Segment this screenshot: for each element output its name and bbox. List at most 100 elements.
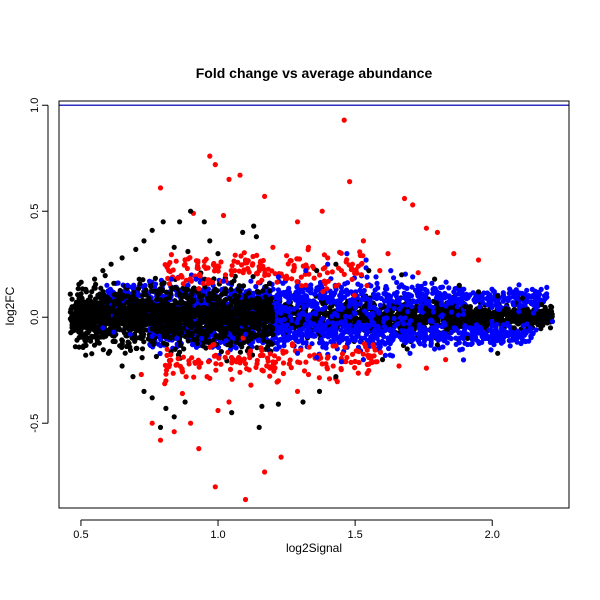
cloud-point xyxy=(357,301,363,307)
cloud-point xyxy=(331,335,337,341)
cloud-point xyxy=(283,327,289,333)
cloud-point xyxy=(84,325,90,331)
cloud-point xyxy=(304,316,310,322)
cloud-point xyxy=(315,323,321,329)
cloud-point xyxy=(419,309,425,315)
cloud-point xyxy=(169,286,175,292)
cloud-point xyxy=(422,342,428,348)
cloud-point xyxy=(520,315,526,321)
cloud-point xyxy=(284,322,290,328)
cloud-point xyxy=(307,289,313,295)
cloud-point xyxy=(336,339,342,345)
cloud-point xyxy=(185,332,191,338)
cloud-point xyxy=(339,332,345,338)
cloud-point xyxy=(298,297,304,303)
cloud-point xyxy=(435,318,441,324)
cloud-point xyxy=(338,296,344,302)
cloud-point xyxy=(194,324,200,330)
cloud-point xyxy=(462,325,468,332)
cloud-point xyxy=(92,328,99,334)
cloud-point xyxy=(133,327,140,334)
cloud-point xyxy=(315,306,321,312)
cloud-point xyxy=(148,288,155,294)
cloud-point xyxy=(175,352,181,358)
cloud-point xyxy=(422,280,428,286)
cloud-point xyxy=(479,339,485,345)
cloud-point xyxy=(267,281,273,287)
cloud-point xyxy=(268,297,274,304)
cloud-point xyxy=(289,317,295,323)
cloud-point xyxy=(392,323,398,329)
cloud-point xyxy=(280,280,286,286)
cloud-point xyxy=(454,304,460,310)
cloud-point xyxy=(464,341,471,348)
cloud-point xyxy=(405,309,411,315)
cloud-point xyxy=(195,309,201,315)
cloud-point xyxy=(172,346,178,352)
cloud-point xyxy=(406,313,412,319)
cloud-point xyxy=(254,345,260,351)
cloud-point xyxy=(460,311,466,317)
cloud-point xyxy=(364,274,370,280)
cloud-point xyxy=(392,299,398,305)
cloud-point xyxy=(152,275,158,281)
cloud-point xyxy=(447,319,453,325)
cloud-point xyxy=(506,296,512,302)
cloud-point xyxy=(377,340,383,346)
cloud-point xyxy=(116,319,122,325)
cloud-point xyxy=(222,318,228,324)
cloud-point xyxy=(387,341,393,347)
cloud-point xyxy=(510,291,516,297)
cloud-point xyxy=(439,324,445,330)
cloud-point xyxy=(538,286,544,292)
cloud-point xyxy=(335,306,341,312)
cloud-point xyxy=(466,310,472,317)
cloud-point xyxy=(486,298,492,305)
cloud-point xyxy=(484,316,490,322)
points-layer xyxy=(67,117,556,503)
cloud-point xyxy=(443,279,449,285)
cloud-point xyxy=(183,303,190,309)
cloud-point xyxy=(275,287,281,293)
cloud-point xyxy=(405,299,411,305)
cloud-point xyxy=(228,339,234,345)
cloud-point xyxy=(117,287,123,294)
cloud-point xyxy=(424,289,430,296)
cloud-point xyxy=(117,300,123,306)
cloud-point xyxy=(152,284,158,290)
cloud-point xyxy=(544,320,550,326)
cloud-point xyxy=(381,291,387,297)
cloud-point xyxy=(103,333,109,339)
cloud-point xyxy=(410,343,416,349)
cloud-point xyxy=(346,307,352,313)
cloud-point xyxy=(439,331,445,337)
cloud-point xyxy=(489,304,495,310)
cloud-point xyxy=(444,300,451,307)
cloud-point xyxy=(455,321,461,327)
cloud-point xyxy=(394,279,400,286)
cloud-point xyxy=(425,299,431,305)
cloud-point xyxy=(218,349,224,355)
cloud-point xyxy=(303,340,309,346)
cloud-point xyxy=(347,322,353,328)
cloud-point xyxy=(494,314,500,320)
cloud-point xyxy=(345,291,351,297)
cloud-point xyxy=(421,338,427,344)
cloud-point xyxy=(463,291,469,297)
cloud-point xyxy=(252,332,258,338)
chart-title: Fold change vs average abundance xyxy=(196,65,433,81)
cloud-point xyxy=(355,281,361,287)
cloud-point xyxy=(325,318,331,325)
cloud-point xyxy=(324,310,331,316)
cloud-point xyxy=(391,275,397,281)
cloud-point xyxy=(279,291,285,297)
cloud-point xyxy=(189,332,195,338)
cloud-point xyxy=(93,281,99,287)
cloud-point xyxy=(414,299,420,305)
cloud-point xyxy=(530,331,536,337)
cloud-point xyxy=(369,310,375,317)
cloud-point xyxy=(381,333,387,340)
cloud-point xyxy=(332,355,338,361)
cloud-point xyxy=(185,338,191,344)
cloud-point xyxy=(362,303,368,309)
